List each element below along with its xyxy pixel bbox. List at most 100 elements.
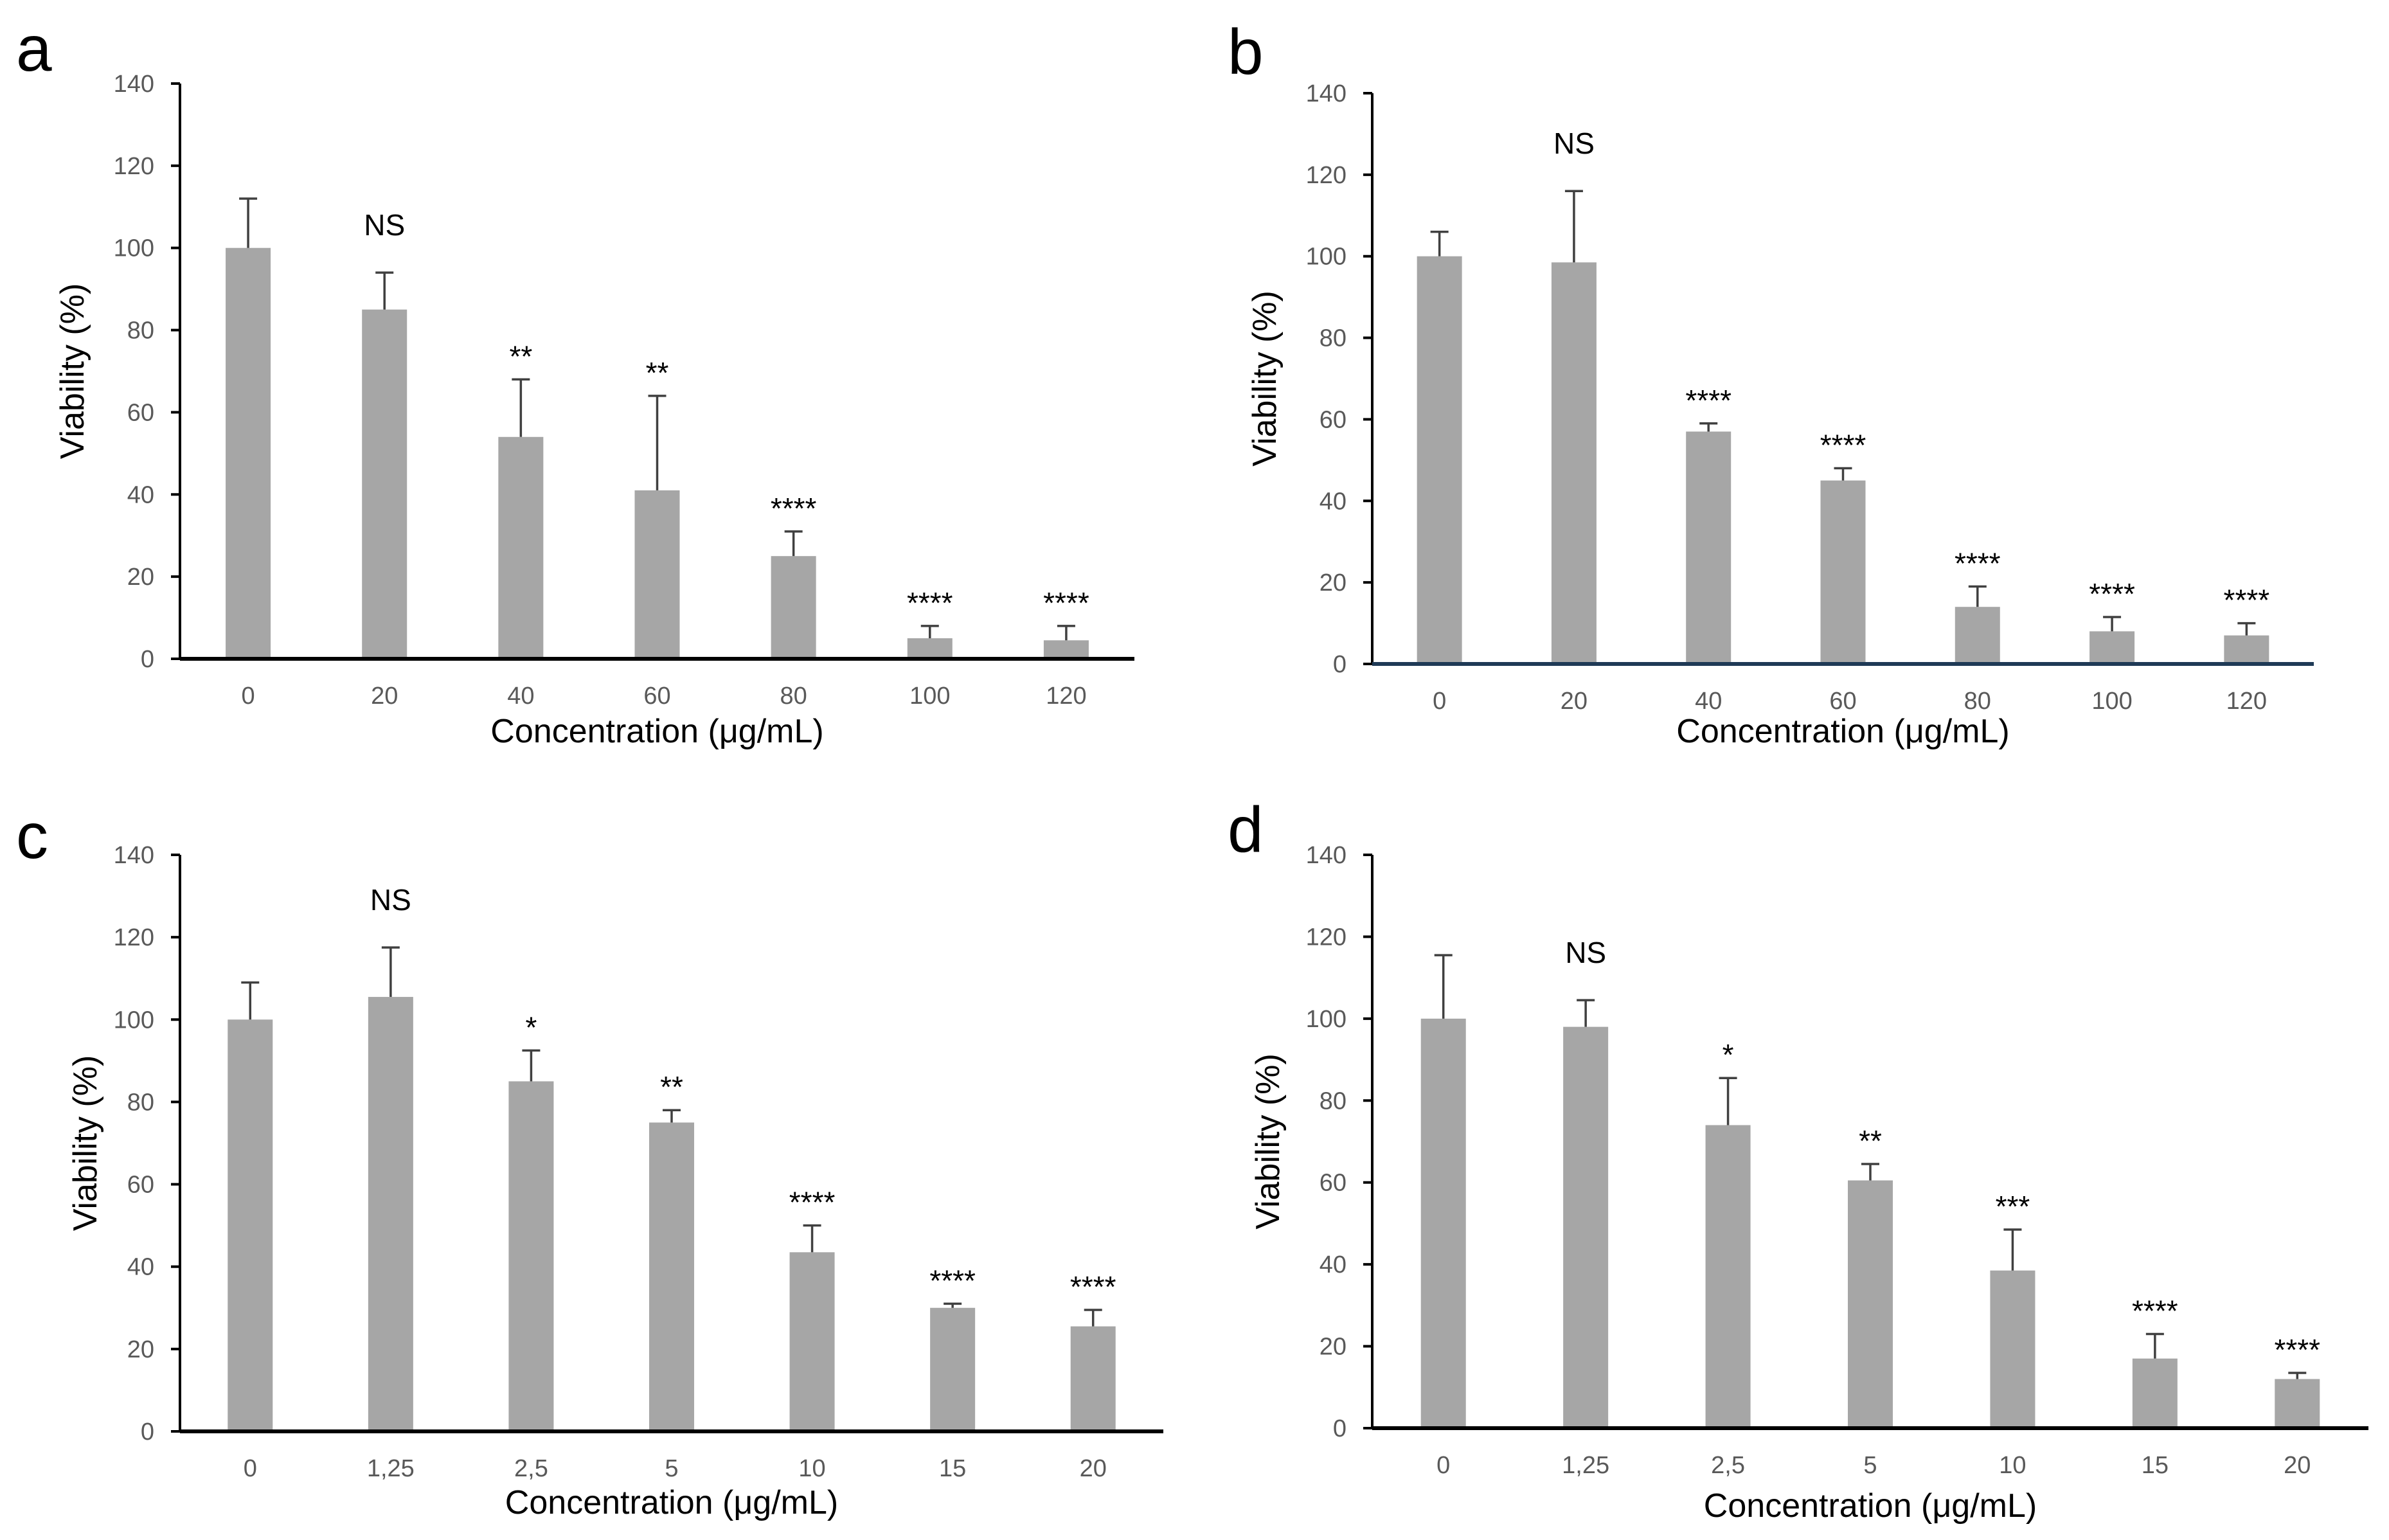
bar <box>930 1307 976 1431</box>
y-tick-label: 80 <box>127 1089 154 1116</box>
y-axis-title: Viability (%) <box>1249 1053 1287 1230</box>
x-tick-label: 5 <box>1863 1452 1877 1479</box>
x-tick-label: 2,5 <box>1711 1452 1745 1479</box>
x-tick-label: 100 <box>2091 688 2132 715</box>
significance-label: **** <box>2274 1333 2320 1366</box>
significance-label: ** <box>509 339 532 373</box>
significance-label: * <box>525 1010 537 1044</box>
chart-panel-b: b 0 20 40 60 80 100 120 140 NS **** **** **** **** ***… <box>1228 16 2314 750</box>
x-axis-title: Concentration (μg/mL) <box>1704 1487 2037 1525</box>
y-tick-label: 100 <box>1306 244 1347 271</box>
bar <box>649 1122 694 1431</box>
x-tick-label: 5 <box>665 1455 678 1482</box>
significance-label: *** <box>1996 1190 2030 1223</box>
y-tick-label: 40 <box>127 481 154 508</box>
y-tick-label: 120 <box>1306 924 1347 951</box>
y-tick-label: 40 <box>1320 1251 1347 1278</box>
significance-label: ** <box>660 1070 683 1104</box>
significance-label: ** <box>1859 1124 1882 1158</box>
y-tick-label: 40 <box>1320 488 1347 515</box>
y-tick-label: 80 <box>1320 325 1347 352</box>
y-tick-label: 20 <box>127 564 154 591</box>
significance-label: **** <box>789 1186 836 1219</box>
bar <box>362 309 407 659</box>
significance-label: NS <box>1553 127 1595 160</box>
x-tick-label: 1,25 <box>367 1455 415 1482</box>
y-tick-label: 140 <box>114 71 154 98</box>
y-tick-label: 40 <box>127 1254 154 1281</box>
x-tick-label: 15 <box>939 1455 966 1482</box>
x-tick-label: 120 <box>1046 683 1086 710</box>
y-tick-label: 0 <box>141 1419 154 1446</box>
y-tick-label: 140 <box>1306 842 1347 869</box>
x-axis-title: Concentration (μg/mL) <box>490 713 823 750</box>
x-tick-label: 15 <box>2142 1452 2169 1479</box>
significance-label: NS <box>364 208 405 242</box>
y-tick-label: 80 <box>1320 1088 1347 1115</box>
x-tick-label: 80 <box>1964 688 1991 715</box>
bar <box>2089 631 2135 664</box>
significance-label: **** <box>1043 586 1089 620</box>
x-tick-label: 60 <box>1829 688 1856 715</box>
bar <box>1551 262 1597 664</box>
bar <box>1686 431 1731 664</box>
y-tick-label: 140 <box>1306 80 1347 107</box>
significance-label: **** <box>2132 1294 2178 1327</box>
y-tick-label: 0 <box>141 646 154 673</box>
x-tick-label: 40 <box>507 683 534 710</box>
significance-label: * <box>1722 1038 1734 1071</box>
panel-letter: c <box>16 800 48 872</box>
y-tick-label: 0 <box>1333 1415 1347 1442</box>
bar <box>228 1019 273 1431</box>
x-axis-title: Concentration (μg/mL) <box>505 1484 838 1521</box>
x-tick-label: 20 <box>1080 1455 1107 1482</box>
significance-label: NS <box>1565 936 1606 969</box>
y-tick-label: 120 <box>114 153 154 180</box>
x-tick-label: 2,5 <box>514 1455 548 1482</box>
bar <box>1563 1026 1609 1428</box>
y-tick-label: 140 <box>114 842 154 869</box>
x-tick-label: 20 <box>1561 688 1588 715</box>
significance-label: **** <box>2224 584 2270 617</box>
bar <box>907 638 953 659</box>
x-tick-label: 60 <box>643 683 670 710</box>
x-tick-label: 0 <box>244 1455 257 1482</box>
x-tick-label: 80 <box>780 683 807 710</box>
y-tick-label: 100 <box>1306 1006 1347 1033</box>
bar <box>368 997 413 1431</box>
bar <box>789 1252 835 1431</box>
y-tick-label: 60 <box>1320 1170 1347 1197</box>
y-tick-label: 120 <box>1306 162 1347 189</box>
bar <box>1820 480 1866 664</box>
significance-label: **** <box>1070 1270 1116 1303</box>
significance-label: **** <box>771 492 817 525</box>
y-tick-label: 60 <box>1320 406 1347 433</box>
y-axis-title: Viability (%) <box>1246 291 1284 467</box>
x-tick-label: 10 <box>798 1455 825 1482</box>
y-tick-label: 20 <box>127 1336 154 1363</box>
bar <box>1420 1018 1466 1428</box>
y-tick-label: 20 <box>1320 1334 1347 1361</box>
y-tick-label: 100 <box>114 1007 154 1034</box>
y-tick-label: 100 <box>114 235 154 262</box>
bar <box>771 556 816 659</box>
x-tick-label: 20 <box>371 683 398 710</box>
bar <box>1705 1125 1751 1428</box>
y-tick-label: 0 <box>1333 651 1347 678</box>
bar <box>634 490 680 659</box>
significance-label: **** <box>907 586 953 620</box>
bar <box>226 247 271 659</box>
y-tick-label: 20 <box>1320 569 1347 596</box>
x-axis-title: Concentration (μg/mL) <box>1676 713 2009 750</box>
bar <box>1417 256 1462 664</box>
bar <box>498 436 544 659</box>
significance-label: **** <box>1820 429 1866 462</box>
significance-label: NS <box>370 883 411 917</box>
significance-label: **** <box>2089 577 2135 611</box>
panel-letter: d <box>1228 794 1264 866</box>
y-axis-title: Viability (%) <box>67 1055 104 1231</box>
bar <box>2224 635 2269 664</box>
panel-letter: b <box>1228 16 1264 88</box>
